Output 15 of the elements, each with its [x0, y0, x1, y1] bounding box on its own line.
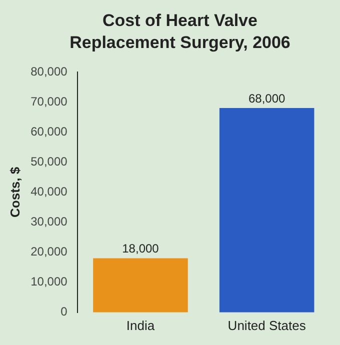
- x-tick-label: India: [126, 318, 156, 333]
- y-tick-label: 60,000: [30, 124, 68, 138]
- y-tick-label: 40,000: [30, 184, 68, 199]
- y-tick-label: 70,000: [30, 94, 68, 108]
- x-tick-label: United States: [228, 318, 306, 333]
- chart-title: Cost of Heart Valve Replacement Surgery, 2006: [68, 10, 292, 54]
- y-tick-label: 0: [60, 304, 68, 319]
- y-tick-label: 80,000: [30, 64, 68, 78]
- y-tick-label: 10,000: [30, 274, 68, 289]
- y-tick-label: 50,000: [30, 154, 68, 168]
- data-label: 68,000: [248, 91, 286, 106]
- data-label: 18,000: [122, 242, 160, 256]
- y-axis-title: Costs, $: [7, 166, 22, 218]
- y-tick-label: 30,000: [30, 214, 68, 229]
- y-tick-label: 20,000: [30, 244, 68, 259]
